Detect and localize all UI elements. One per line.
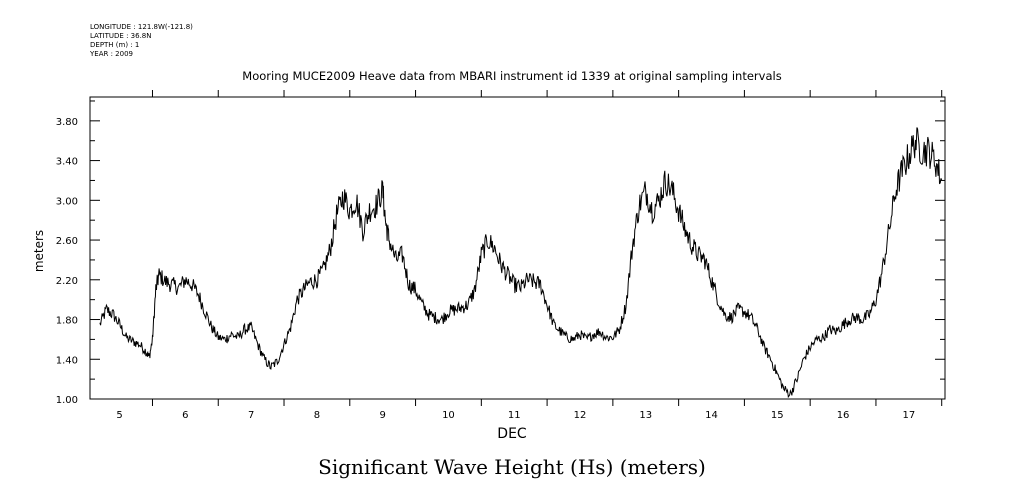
axis-ticks <box>90 90 945 406</box>
y-tick-label: 1.00 <box>56 395 78 406</box>
longitude-label: LONGITUDE : 121.8W(-121.8) <box>90 23 193 31</box>
y-tick-label: 1.80 <box>56 316 78 327</box>
y-tick-labels: 1.00 1.40 1.80 2.20 2.60 3.00 3.40 3.80 <box>56 117 78 406</box>
x-tick-label: 9 <box>379 410 385 421</box>
x-tick-label: 13 <box>639 410 652 421</box>
plot-frame <box>89 96 946 400</box>
x-tick-label: 10 <box>442 410 455 421</box>
x-tick-label: 15 <box>771 410 784 421</box>
x-tick-label: 8 <box>314 410 320 421</box>
x-tick-label: 17 <box>902 410 915 421</box>
y-axis-label: meters <box>32 230 46 272</box>
x-tick-label: 7 <box>248 410 254 421</box>
chart-caption: Significant Wave Height (Hs) (meters) <box>318 455 706 479</box>
y-tick-label: 3.80 <box>56 117 78 128</box>
x-tick-label: 6 <box>182 410 188 421</box>
x-tick-labels: 5 6 7 8 9 10 11 12 13 14 15 16 17 <box>116 410 915 421</box>
y-tick-label: 2.20 <box>56 276 78 287</box>
series-line <box>99 127 943 399</box>
y-tick-label: 1.40 <box>56 355 78 366</box>
chart-title: Mooring MUCE2009 Heave data from MBARI i… <box>242 69 781 83</box>
y-tick-label: 3.00 <box>56 196 78 207</box>
x-axis-label: DEC <box>497 426 527 442</box>
x-tick-label: 14 <box>705 410 718 421</box>
latitude-label: LATITUDE : 36.8N <box>90 32 152 40</box>
x-tick-label: 11 <box>508 410 521 421</box>
x-tick-label: 12 <box>574 410 587 421</box>
depth-label: DEPTH (m) : 1 <box>90 41 140 49</box>
year-label: YEAR : 2009 <box>90 50 133 58</box>
x-tick-label: 5 <box>116 410 122 421</box>
y-tick-label: 3.40 <box>56 157 78 168</box>
metadata-block: LONGITUDE : 121.8W(-121.8) LATITUDE : 36… <box>90 23 193 59</box>
x-tick-label: 16 <box>837 410 850 421</box>
y-tick-label: 2.60 <box>56 236 78 247</box>
